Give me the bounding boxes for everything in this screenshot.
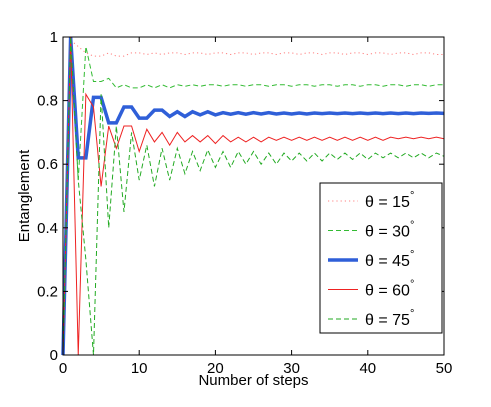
- series-line-2: [62, 43, 444, 356]
- legend-label-2: θ = 30°: [365, 220, 414, 241]
- y-tick-label: 1: [50, 29, 58, 46]
- series-line-4: [62, 36, 445, 356]
- plot-frame: [62, 36, 445, 356]
- x-tick-label: 0: [59, 360, 67, 377]
- x-tick-label: 20: [207, 360, 224, 377]
- legend-label-4: θ = 60°: [365, 279, 414, 300]
- series-line-3: [61, 36, 445, 356]
- legend-label-3: θ = 45°: [365, 249, 414, 270]
- y-tick-label: 0.2: [37, 283, 58, 300]
- x-tick-label: 40: [359, 360, 376, 377]
- x-tick-label: 10: [131, 360, 148, 377]
- series-line-5: [62, 36, 445, 356]
- y-tick-label: 0: [50, 347, 58, 364]
- legend-label-1: θ = 15°: [365, 190, 414, 211]
- ticks-layer: 0 10 20 30 40 50 0 0.2 0.4 0.6 0.8 1: [37, 29, 452, 377]
- y-tick-label: 0.8: [37, 93, 58, 110]
- x-axis-label: Number of steps: [198, 372, 308, 389]
- y-tick-label: 0.6: [37, 156, 58, 173]
- legend: θ = 15° θ = 30° θ = 45° θ = 60° θ = 75°: [319, 182, 443, 334]
- series-layer: [61, 36, 445, 356]
- legend-box: [319, 182, 443, 334]
- y-tick-label: 0.4: [37, 220, 58, 237]
- y-axis-label: Entanglement: [16, 149, 33, 242]
- x-tick-label: 50: [436, 360, 453, 377]
- legend-label-5: θ = 75°: [365, 308, 414, 329]
- x-tick-label: 30: [283, 360, 300, 377]
